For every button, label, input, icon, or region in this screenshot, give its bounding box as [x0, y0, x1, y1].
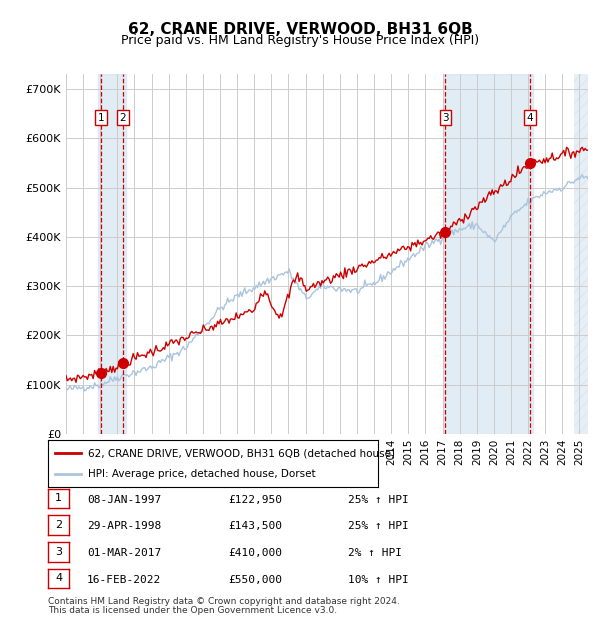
- Text: 2: 2: [119, 113, 127, 123]
- Text: 08-JAN-1997: 08-JAN-1997: [87, 495, 161, 505]
- Text: £550,000: £550,000: [228, 575, 282, 585]
- Bar: [443, 74, 533, 434]
- Text: £410,000: £410,000: [228, 548, 282, 558]
- Text: 10% ↑ HPI: 10% ↑ HPI: [348, 575, 409, 585]
- Text: 25% ↑ HPI: 25% ↑ HPI: [348, 521, 409, 531]
- Text: 4: 4: [55, 574, 62, 583]
- Bar: [574, 74, 596, 434]
- Text: 1: 1: [55, 494, 62, 503]
- Text: 16-FEB-2022: 16-FEB-2022: [87, 575, 161, 585]
- Text: 2: 2: [55, 520, 62, 530]
- Text: 4: 4: [527, 113, 533, 123]
- Text: 2% ↑ HPI: 2% ↑ HPI: [348, 548, 402, 558]
- Text: £122,950: £122,950: [228, 495, 282, 505]
- Text: 3: 3: [442, 113, 449, 123]
- Text: HPI: Average price, detached house, Dorset: HPI: Average price, detached house, Dors…: [88, 469, 315, 479]
- Text: 1: 1: [97, 113, 104, 123]
- Text: 3: 3: [55, 547, 62, 557]
- Text: 01-MAR-2017: 01-MAR-2017: [87, 548, 161, 558]
- Text: This data is licensed under the Open Government Licence v3.0.: This data is licensed under the Open Gov…: [48, 606, 337, 615]
- Text: 62, CRANE DRIVE, VERWOOD, BH31 6QB: 62, CRANE DRIVE, VERWOOD, BH31 6QB: [128, 22, 472, 37]
- Text: 25% ↑ HPI: 25% ↑ HPI: [348, 495, 409, 505]
- Bar: [98, 74, 125, 434]
- Text: 62, CRANE DRIVE, VERWOOD, BH31 6QB (detached house): 62, CRANE DRIVE, VERWOOD, BH31 6QB (deta…: [88, 448, 395, 458]
- Text: £143,500: £143,500: [228, 521, 282, 531]
- Text: 29-APR-1998: 29-APR-1998: [87, 521, 161, 531]
- Text: Price paid vs. HM Land Registry's House Price Index (HPI): Price paid vs. HM Land Registry's House …: [121, 34, 479, 47]
- Text: Contains HM Land Registry data © Crown copyright and database right 2024.: Contains HM Land Registry data © Crown c…: [48, 597, 400, 606]
